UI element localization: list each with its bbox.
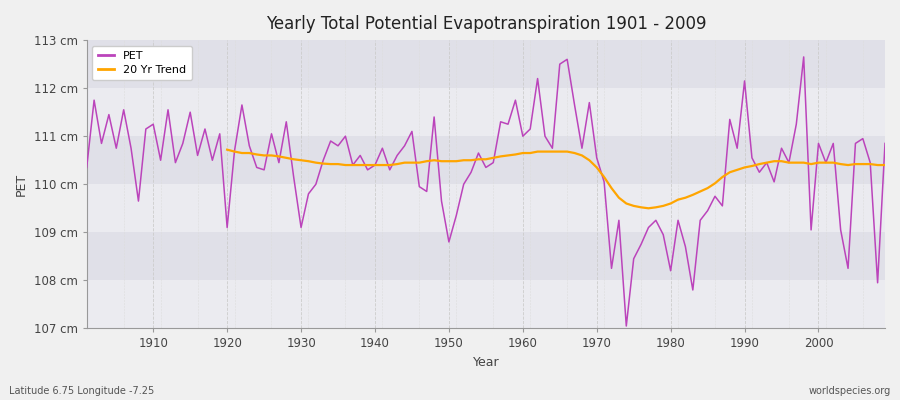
Bar bbox=[86, 232, 885, 280]
Title: Yearly Total Potential Evapotranspiration 1901 - 2009: Yearly Total Potential Evapotranspiratio… bbox=[266, 15, 706, 33]
X-axis label: Year: Year bbox=[472, 356, 500, 369]
Bar bbox=[86, 280, 885, 328]
Bar bbox=[86, 40, 885, 88]
Y-axis label: PET: PET bbox=[15, 173, 28, 196]
Bar bbox=[86, 136, 885, 184]
Bar bbox=[86, 88, 885, 136]
Text: worldspecies.org: worldspecies.org bbox=[809, 386, 891, 396]
Legend: PET, 20 Yr Trend: PET, 20 Yr Trend bbox=[93, 46, 192, 80]
Bar bbox=[86, 184, 885, 232]
Text: Latitude 6.75 Longitude -7.25: Latitude 6.75 Longitude -7.25 bbox=[9, 386, 154, 396]
